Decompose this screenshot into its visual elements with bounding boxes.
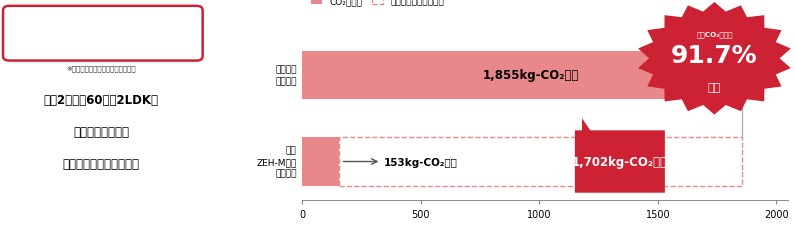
Text: （kg-CO₂／年）: （kg-CO₂／年） — [776, 226, 796, 227]
FancyBboxPatch shape — [339, 138, 742, 186]
Legend: CO₂排出量, 太陽光発電による削減: CO₂排出量, 太陽光発電による削減 — [307, 0, 448, 10]
Text: 当社
ZEH-M仕様
賃貸住宅: 当社 ZEH-M仕様 賃貸住宅 — [256, 146, 297, 178]
Text: CO₂排出量参考値: CO₂排出量参考値 — [64, 26, 139, 39]
Bar — [302, 51, 742, 100]
Text: 大人2人が終60㎡・2LDKの: 大人2人が終60㎡・2LDKの — [44, 93, 159, 106]
Text: 年間CO₂排出量: 年間CO₂排出量 — [696, 31, 732, 37]
Text: 91.7%: 91.7% — [671, 44, 758, 68]
Bar — [302, 138, 339, 186]
Polygon shape — [638, 3, 790, 115]
Text: 1,702kg-CO₂／年: 1,702kg-CO₂／年 — [572, 155, 668, 168]
Text: 想定のシミュレーション: 想定のシミュレーション — [63, 157, 140, 170]
FancyBboxPatch shape — [575, 131, 665, 193]
Text: 削減: 削減 — [708, 82, 721, 92]
Text: 1,855kg-CO₂／年: 1,855kg-CO₂／年 — [482, 69, 579, 82]
Text: ※その他設備（家電・調理）を除く: ※その他設備（家電・調理）を除く — [67, 65, 136, 71]
Text: 153kg-CO₂／年: 153kg-CO₂／年 — [384, 157, 458, 167]
FancyBboxPatch shape — [3, 7, 203, 61]
Polygon shape — [582, 119, 594, 136]
Text: 賃貸住宅で暮らす: 賃貸住宅で暮らす — [73, 125, 129, 138]
Text: 一般的な
賃貸住宅: 一般的な 賃貸住宅 — [275, 65, 297, 86]
